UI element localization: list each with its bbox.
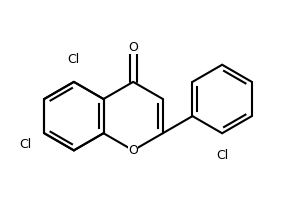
Text: O: O [128, 144, 138, 157]
Text: Cl: Cl [68, 53, 80, 66]
Text: Cl: Cl [216, 149, 228, 162]
Text: Cl: Cl [19, 138, 31, 151]
Text: O: O [128, 41, 138, 54]
